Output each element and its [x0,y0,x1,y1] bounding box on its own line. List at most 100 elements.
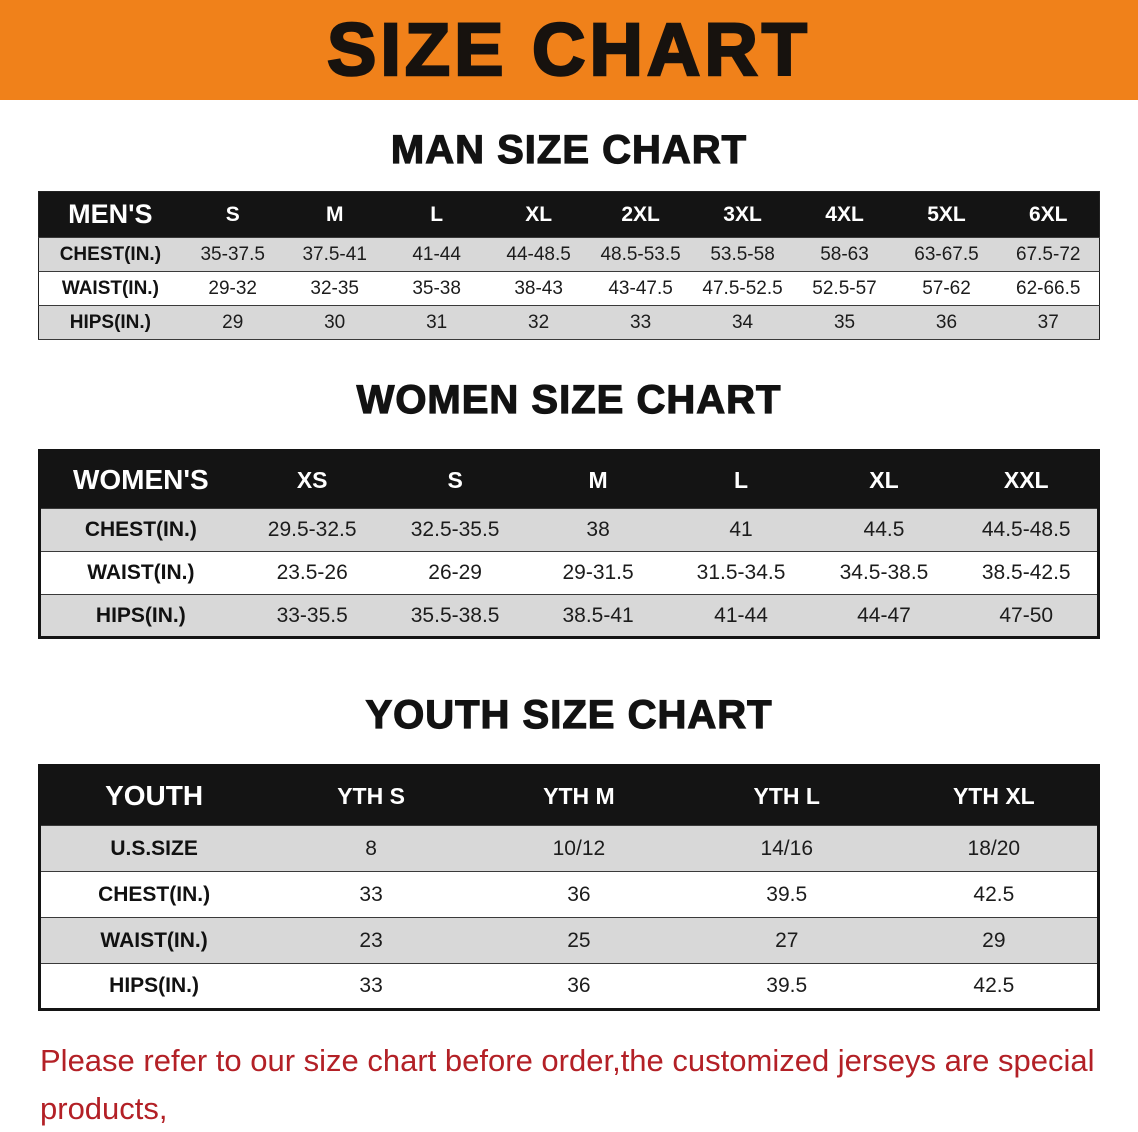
size-value: 18/20 [967,836,1021,860]
row-label: WAIST(IN.) [100,928,208,952]
size-value: 44.5 [863,518,905,541]
size-value: 14/16 [760,836,814,860]
row-label: U.S.SIZE [110,836,198,860]
size-column-header: L [385,191,488,238]
size-value: 42.5 [973,974,1015,997]
size-value: 38 [586,518,610,541]
size-value: 39.5 [766,882,808,906]
size-value: 52.5-57 [812,277,877,299]
youth-table-body: U.S.SIZE 8 10/12 14/16 18/20 CHEST(IN.) 33 36 39… [39,825,1099,1010]
size-column-header: XL [812,450,956,509]
size-value: 33-35.5 [276,603,348,627]
size-column-header: L [669,450,813,509]
row-label: CHEST(IN.) [59,243,162,265]
size-value: 38-43 [514,277,563,299]
youth-size-table: YOUTH YTH S YTH M YTH L YTH XL U.S.SIZE 8 10/1… [38,764,1100,1011]
row-label: HIPS(IN.) [95,603,186,627]
size-column-header: M [526,450,670,509]
size-value: 43-47.5 [608,277,673,299]
table-row: WAIST(IN.) 23.5-26 26-29 29-31.5 31.5-34.5 34… [39,551,1099,595]
row-label: HIPS(IN.) [69,311,151,333]
table-row: HIPS(IN.) 29 30 31 32 33 34 35 36 37 [38,305,1100,340]
table-header-row: MEN'S S M L XL 2XL 3XL 4XL 5XL 6XL [38,191,1100,238]
table-row: CHEST(IN.) 29.5-32.5 32.5-35.5 38 41 44.5 44.5… [39,508,1099,552]
size-value: 23 [359,928,383,952]
size-value: 29 [982,928,1006,952]
size-column-header: 3XL [691,191,794,238]
size-value: 27 [775,928,799,952]
size-value: 32 [528,311,550,333]
table-row: CHEST(IN.) 33 36 39.5 42.5 [39,871,1099,918]
size-column-header: YTH L [682,765,891,826]
size-value: 32-35 [310,277,359,299]
size-value: 29.5-32.5 [267,518,357,541]
size-value: 37 [1037,311,1059,333]
women-table-body: CHEST(IN.) 29.5-32.5 32.5-35.5 38 41 44.5 44.5… [39,508,1099,638]
size-value: 63-67.5 [914,243,979,265]
size-column-header: XS [240,450,384,509]
youth-table-header: YOUTH YTH S YTH M YTH L YTH XL [39,765,1099,826]
size-value: 29-32 [208,277,258,299]
size-column-header: S [383,450,527,509]
size-value: 67.5-72 [1016,243,1081,265]
table-header-row: YOUTH YTH S YTH M YTH L YTH XL [39,765,1099,826]
table-row: WAIST(IN.) 29-32 32-35 35-38 38-43 43-47.5 47.… [38,271,1100,306]
size-value: 31 [426,311,448,333]
size-column-header: 6XL [997,191,1100,238]
size-value: 44.5-48.5 [981,518,1071,541]
size-value: 37.5-41 [302,243,367,265]
size-value: 33 [359,974,383,997]
size-value: 26-29 [428,561,482,584]
size-value: 41 [729,518,753,541]
size-value: 30 [324,311,346,333]
row-label: HIPS(IN.) [109,974,199,997]
size-value: 29-31.5 [562,561,634,584]
order-policy-note: Please refer to our size chart before or… [40,1037,1098,1132]
table-row: WAIST(IN.) 23 25 27 29 [39,917,1099,964]
row-label: CHEST(IN.) [84,518,197,541]
size-value: 38.5-41 [562,603,634,627]
size-value: 25 [567,928,591,952]
size-column-header: YTH XL [890,765,1099,826]
size-value: 36 [567,974,591,997]
size-column-header: XL [487,191,590,238]
size-value: 32.5-35.5 [410,518,500,541]
size-value: 35.5-38.5 [410,603,500,627]
size-value: 35-38 [412,277,461,299]
row-label: WAIST(IN.) [87,561,195,584]
size-column-header: 5XL [895,191,998,238]
size-value: 58-63 [820,243,869,265]
size-value: 53.5-58 [710,243,775,265]
table-corner-label: WOMEN'S [39,450,241,509]
size-value: 8 [365,836,377,860]
youth-size-chart-heading: YOUTH SIZE CHART [365,692,773,737]
table-corner-label: MEN'S [38,191,182,238]
size-value: 36 [935,311,958,333]
size-value: 47-50 [999,603,1054,627]
order-policy-note-line1: Please refer to our size chart before or… [40,1043,1095,1127]
men-table-header: MEN'S S M L XL 2XL 3XL 4XL 5XL 6XL [38,191,1100,238]
size-column-header: 2XL [589,191,692,238]
men-table-body: CHEST(IN.) 35-37.5 37.5-41 41-44 44-48.5 48.5… [38,237,1100,340]
table-row: HIPS(IN.) 33 36 39.5 42.5 [39,963,1099,1010]
size-value: 44-47 [857,603,911,627]
size-chart-title: SIZE CHART [326,8,811,91]
men-size-table: MEN'S S M L XL 2XL 3XL 4XL 5XL 6XL CHEST(IN.) 35-3… [38,191,1100,340]
size-value: 33 [359,882,383,906]
table-row: HIPS(IN.) 33-35.5 35.5-38.5 38.5-41 41-44 44-… [39,594,1099,638]
size-column-header: 4XL [793,191,896,238]
size-column-header: S [181,191,284,238]
size-value: 36 [567,882,591,906]
size-value: 41-44 [714,603,768,627]
women-size-chart-heading: WOMEN SIZE CHART [356,377,782,422]
size-value: 10/12 [552,836,606,860]
size-value: 23.5-26 [276,561,348,584]
size-column-header: XXL [955,450,1099,509]
size-value: 35-37.5 [200,243,265,265]
size-value: 39.5 [766,974,808,997]
row-label: WAIST(IN.) [61,277,159,299]
size-value: 34.5-38.5 [839,561,929,584]
man-size-chart-heading: MAN SIZE CHART [390,127,748,172]
size-value: 31.5-34.5 [696,561,786,584]
